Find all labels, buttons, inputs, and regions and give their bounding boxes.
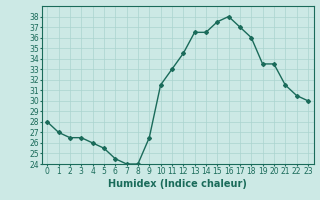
X-axis label: Humidex (Indice chaleur): Humidex (Indice chaleur)	[108, 179, 247, 189]
